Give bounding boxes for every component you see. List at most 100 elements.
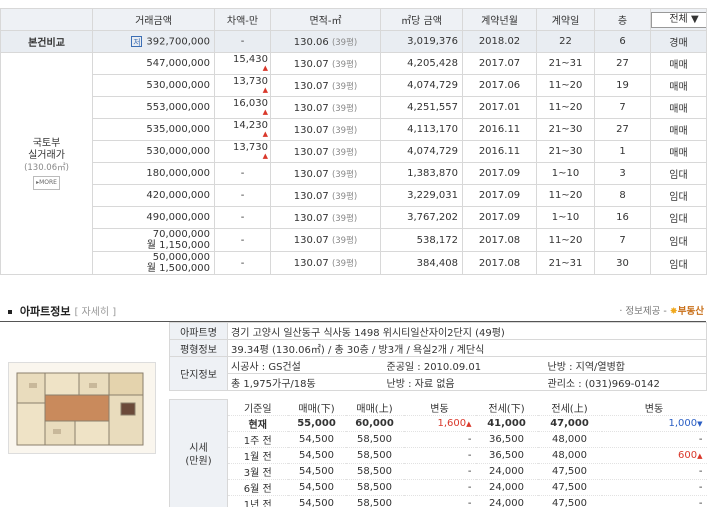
diff-cell: - [214,162,271,185]
price-cell: 530,000,000 [92,74,215,97]
table-row: 70,000,000 월 1,150,000-130.07 (39평) 538,17… [1,228,707,252]
floorplan-image[interactable] [8,362,156,454]
sale-high: 58,500 [357,449,392,461]
diff-cell: - [214,251,271,275]
sale-high: 58,500 [357,433,392,445]
base-price: 392,700,000 [146,36,210,48]
area: 130.07 [293,102,329,114]
sale-change: - [467,449,472,461]
table-row: 490,000,000-130.07 (39평) 3,767,202 2017.09… [1,206,707,229]
apt-complex-row-2: 총 1,975가구/18동 난방 : 자료 없음 관리소 : (031)969-… [170,373,708,391]
contract-ym: 2017.09 [462,206,537,229]
deposit: 50,000,000 [152,252,210,264]
jeonse-change-cell: - [602,479,707,495]
sale-low: 54,500 [299,481,334,493]
area-cell: 130.07 (39평) [270,96,381,119]
contract-day: 1~10 [536,206,595,229]
area: 130.07 [293,235,329,246]
more-button[interactable]: ▸MORE [33,175,60,190]
area: 130.07 [293,58,329,70]
jeonse-low: 36,500 [489,449,524,461]
sale-low: 54,500 [299,449,334,461]
price-row: 1월 전 54,500 58,500 - 36,500 48,000 600▲ [169,447,707,463]
sale-change-cell: - [404,447,476,463]
monthly-rent: 월 1,150,000 [146,240,210,251]
table-row: 530,000,000 13,730 ▲ 130.07 (39평) 4,074,729 2… [1,74,707,97]
price-cell: 490,000,000 [92,206,215,229]
base-label: 본건비교 [0,30,93,53]
heat-fuel: 난방 : 자료 없음 [383,373,545,391]
area: 130.07 [293,168,329,180]
base-diff: - [214,30,271,53]
area: 130.07 [293,212,329,224]
per-m2: 4,205,428 [380,52,463,75]
header-floor: 층 [594,8,651,31]
provider-label: · 정보제공 - [619,306,667,317]
price: 530,000,000 [146,80,210,91]
header-contract-day: 계약일 [536,8,595,31]
sale-change-cell: 1,600▲ [404,415,476,431]
table-row: 국토부 실거래가 (130.06㎡) ▸MORE 547,000,000 15,430 ▲ 1… [0,52,707,275]
jeonse-change: - [698,465,703,477]
jeonse-change-cell: - [602,495,707,507]
price-row: 1년 전 54,500 58,500 - 24,000 47,500 - [170,495,707,507]
floor: 27 [594,118,651,141]
jeonse-change-cell: 1,000▼ [602,415,707,431]
type-filter-select[interactable]: 전체 ▼ [651,11,706,28]
floor: 7 [594,96,651,119]
sale-change-cell: - [404,431,476,447]
price-cell: 180,000,000 [92,162,215,185]
header-price: 거래금액 [92,8,215,31]
jeonse-high: 48,000 [552,433,587,445]
detail-link[interactable]: [ 자세히 ] [74,307,117,318]
base-type: 경매 [650,30,707,53]
price-header-jeonse-low: 전세(下) [488,403,525,415]
diff-value: 13,730 [233,76,268,87]
area-cell: 130.07 (39평) [270,162,381,185]
sale-high: 60,000 [355,417,394,429]
floorplan-icon [16,372,144,446]
apt-complex-label: 단지정보 [169,356,228,391]
diff-cell: 13,730 ▲ [214,74,271,97]
diff-cell: - [214,206,271,229]
apt-size-value: 39.34평 (130.06㎡) / 총 30층 / 방3개 / 욕실2개 / … [226,339,708,357]
floor: 1 [594,140,651,163]
apt-name-row: 아파트명 경기 고양시 일산동구 식사동 1498 위시티일산자이2단지 (49… [169,322,708,340]
diff-cell: 15,430 ▲ [214,52,271,75]
price-date: 3월 전 [243,467,272,479]
deposit: 70,000,000 [152,229,210,241]
sale-low: 54,500 [299,465,334,477]
price-label-line2: (만원) [185,456,212,468]
price-date: 6월 전 [243,483,272,495]
diff-value: 14,230 [233,120,268,131]
contract-day: 21~30 [536,140,595,163]
base-row: 본건비교 저 392,700,000 - 130.06 (39평) 3,019,3… [0,30,707,53]
price-header-jeonse-change: 변동 [644,403,664,415]
sale-high: 58,500 [357,465,392,477]
per-m2: 384,408 [380,251,463,275]
heating: 난방 : 지역/열병합 [544,356,708,374]
price-row: 3월 전 54,500 58,500 - 24,000 47,500 - [169,463,707,479]
office-phone: 관리소 : (031)969-0142 [544,373,708,391]
price-date: 1주 전 [243,435,272,447]
up-arrow-icon: ▲ [262,152,268,160]
base-area-cell: 130.06 (39평) [270,30,381,53]
contract-day: 11~20 [536,228,595,252]
diff-value: 13,730 [233,142,268,153]
area: 130.07 [293,258,329,269]
provider-name: 부동산 [677,306,704,317]
base-day: 22 [536,30,595,53]
base-ym: 2018.02 [462,30,537,53]
contract-ym: 2016.11 [462,140,537,163]
price-header-sale-low: 매매(下) [298,403,335,415]
table-row: 50,000,000 월 1,500,000-130.07 (39평) 384,40… [1,251,707,275]
pyeong: (39평) [331,259,358,269]
price-date: 현재 [248,419,267,431]
sale-low: 55,000 [297,417,336,429]
area-cell: 130.07 (39평) [270,52,381,75]
per-m2: 4,074,729 [380,74,463,97]
floor: 3 [594,162,651,185]
up-arrow-icon: ▲ [262,64,268,72]
diff-cell: 13,730 ▲ [214,140,271,163]
up-arrow-icon: ▲ [262,130,268,138]
